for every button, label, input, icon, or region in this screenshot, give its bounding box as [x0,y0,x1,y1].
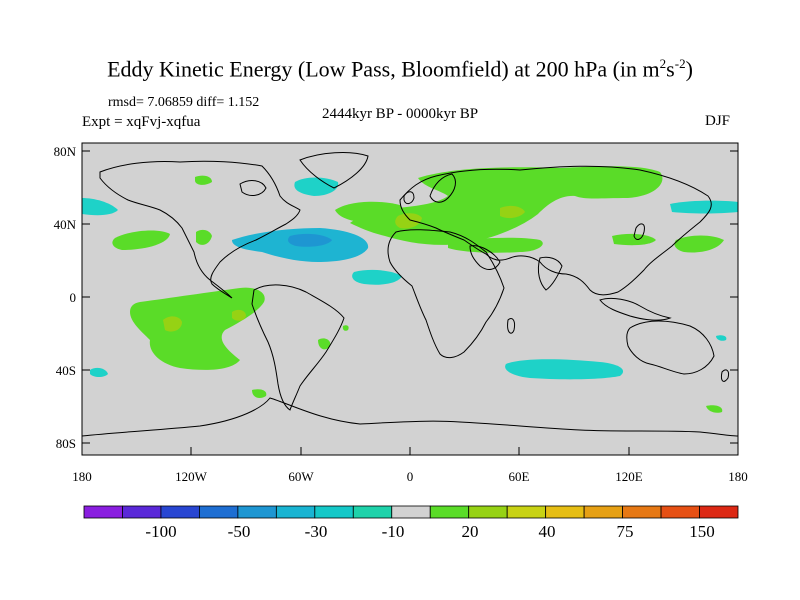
colorbar-box-14 [622,505,662,519]
colorbar-box-9 [429,505,470,519]
colorbar-label-minus100: -100 [145,522,176,541]
coastline-maritime-continent [599,297,672,321]
season-label: DJF [705,113,731,129]
coastline-australia [626,320,715,375]
colorbar-label-minus30: -30 [305,522,328,541]
coastline-eurasia [399,165,712,296]
coastline-british-isles [403,191,415,205]
anomaly-region-equatorial-atlantic [342,325,349,331]
lat-label-40n: 40N [54,217,77,232]
anomaly-region-tasman [706,405,723,413]
colorbar-box-13 [583,505,623,519]
coastline-hudson-bay [239,180,267,196]
anomaly-region-south-asia [448,237,543,253]
coastline-madagascar [507,317,515,334]
colorbar-box-1 [122,505,162,519]
coastline-india [537,256,563,291]
colorbar-box-4 [237,505,277,519]
axis-ticks [81,150,739,455]
coastline-arabia [469,245,501,270]
lon-label-180-west: 180 [72,469,92,484]
coastline-antarctica [82,397,738,437]
anomaly-region-west-pacific-cyan [670,200,738,214]
colorbar-box-11 [506,505,547,519]
colorbar-box-5 [275,505,316,519]
experiment-label: Expt = xqFvj-xqfua [82,114,201,130]
rmsd-diff-stats: rmsd= 7.06859 diff= 1.152 [108,95,260,110]
coastline-south-america [251,284,345,411]
colorbar-label-150: 150 [689,522,715,541]
colorbar-box-15 [660,505,700,519]
colorbar-box-3 [199,505,239,519]
colorbar-box-8 [391,505,431,519]
anomaly-region-labrador [294,177,339,196]
anomaly-region-south-atlantic [252,389,267,398]
colorbar-box-16 [699,505,739,519]
lat-label-80n: 80N [54,144,77,159]
coastline-scandinavia [429,173,456,203]
coastline-africa [387,229,505,359]
colorbar [83,505,739,519]
lon-label-120w: 120W [175,469,208,484]
lon-label-60e: 60E [509,469,530,484]
lon-label-0: 0 [407,469,414,484]
anomaly-region-north-pacific-east [112,230,170,250]
coastline-new-zealand [721,369,729,382]
lat-label-0: 0 [70,290,77,305]
colorbar-label-minus10: -10 [382,522,405,541]
anomaly-region-south-pacific-west [90,367,108,377]
colorbar-box-2 [160,505,200,519]
anomaly-region-pacific-center-yellow [163,316,182,332]
lon-label-60w: 60W [288,469,314,484]
colorbar-box-12 [545,505,585,519]
coastlines [82,152,738,437]
colorbar-box-7 [352,505,393,519]
colorbar-label-minus50: -50 [228,522,251,541]
anomaly-region-west-pacific [674,235,724,253]
colorbar-box-6 [314,505,354,519]
colorbar-label-75: 75 [617,522,634,541]
anomaly-region-east-asia [612,233,656,246]
colorbar-label-20: 20 [462,522,479,541]
anomaly-region-near-australia [716,335,727,341]
anomaly-region-south-indian [505,359,624,380]
lat-label-80s: 80S [56,436,76,451]
anomaly-region-pacific-east-yellow [232,309,246,321]
anomaly-region-dateline-north [82,198,118,216]
anomaly-region-yellow-east-europe [500,205,525,219]
coastline-japan [633,223,645,240]
anomaly-region-north-atlantic-core [288,233,332,247]
lon-label-180-east: 180 [728,469,748,484]
lon-label-120e: 120E [615,469,643,484]
anomaly-region-south-america-east [318,338,331,350]
coastline-greenland [299,152,369,189]
anomaly-region-north-pacific-high [195,175,212,185]
anomaly-region-yellow-west-europe [395,213,422,229]
lat-label-40s: 40S [56,363,76,378]
anomaly-region-north-america-west [196,229,212,245]
anomaly-region-south-pacific [130,287,265,370]
colorbar-box-10 [468,505,508,519]
anomaly-region-atlantic-arm [335,201,402,223]
map-title: Eddy Kinetic Energy (Low Pass, Bloomfiel… [107,56,693,82]
colorbar-label-40: 40 [539,522,556,541]
coastline-north-america [99,160,301,299]
period-label: 2444kyr BP - 0000kyr BP [321,106,479,122]
colorbar-box-0 [83,505,123,519]
anomaly-region-north-africa [352,269,402,285]
